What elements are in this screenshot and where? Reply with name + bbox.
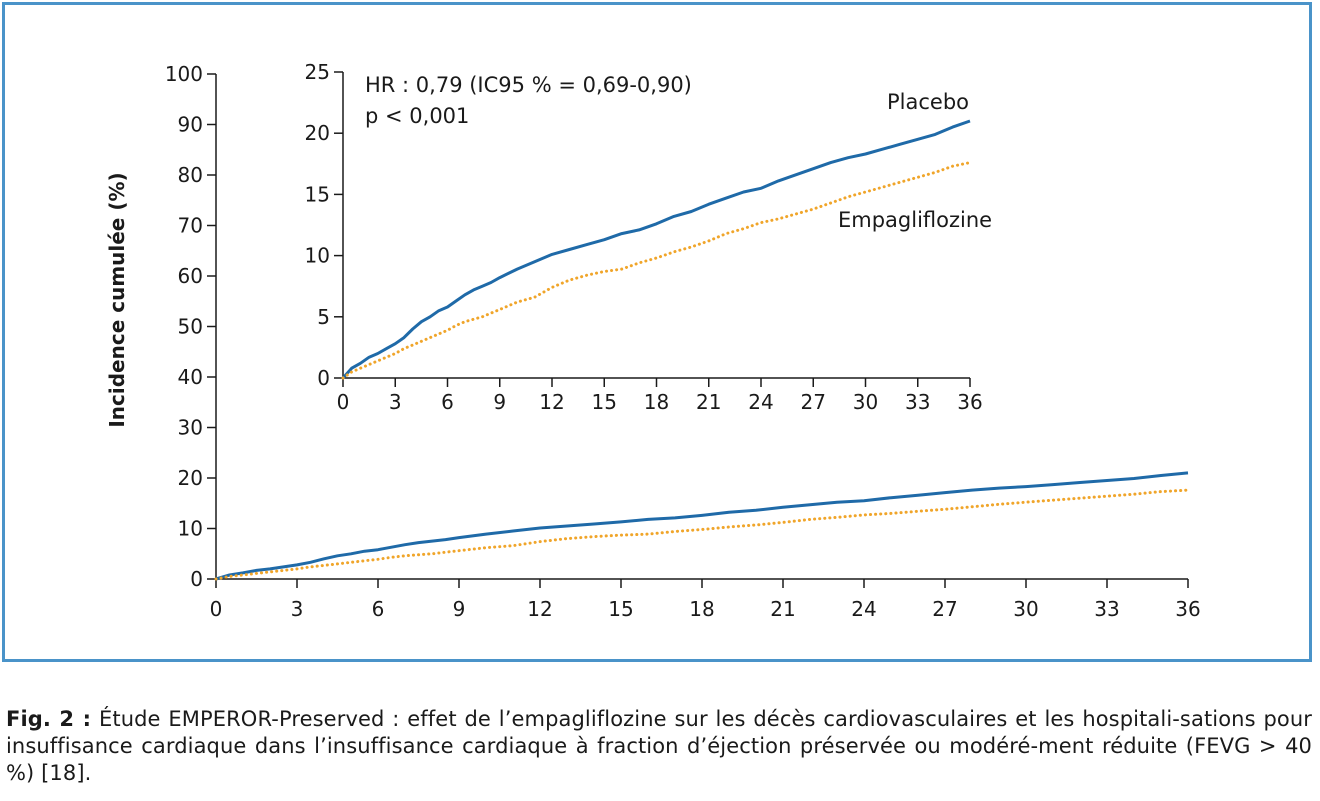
inset-series-placebo-line — [341, 119, 971, 379]
main-series-empagliflozine-line — [214, 488, 1190, 581]
main-series-placebo-line — [215, 471, 1189, 581]
main-x-tick-label: 3 — [291, 597, 304, 621]
main-y-tick-label: 20 — [178, 466, 203, 490]
inset-x-tick-label: 0 — [337, 390, 350, 414]
main-x-tick-label: 9 — [453, 597, 466, 621]
main-x-tick-label: 6 — [372, 597, 385, 621]
main-y-tick-label: 60 — [178, 264, 203, 288]
main-x-tick-label: 30 — [1013, 597, 1038, 621]
hazard-ratio-annotation: HR : 0,79 (IC95 % = 0,69-0,90) — [365, 73, 692, 97]
main-x-tick-label: 0 — [210, 597, 223, 621]
main-x-tick-label: 27 — [932, 597, 957, 621]
main-y-tick-label: 100 — [165, 62, 203, 86]
inset-x-tick-label: 33 — [905, 390, 930, 414]
caption-label: Fig. 2 : — [6, 707, 92, 731]
placebo-series-label: Placebo — [887, 90, 969, 114]
inset-x-tick-label: 36 — [957, 390, 982, 414]
main-y-tick-label: 80 — [178, 163, 203, 187]
inset-x-tick-label: 15 — [592, 390, 617, 414]
inset-y-tick-label: 10 — [305, 244, 330, 268]
empagliflozine-series-label: Empagliflozine — [838, 208, 992, 232]
inset-x-tick-label: 30 — [853, 390, 878, 414]
main-y-axis-title: Incidence cumulée (%) — [105, 172, 129, 427]
inset-series-empagliflozine-line — [341, 161, 972, 380]
main-x-tick-label: 15 — [608, 597, 633, 621]
main-y-tick-label: 70 — [178, 214, 203, 238]
figure-caption: Fig. 2 : Étude EMPEROR-Preserved : effet… — [6, 706, 1312, 787]
inset-x-tick-label: 12 — [539, 390, 564, 414]
main-y-tick-label: 40 — [178, 365, 203, 389]
inset-y-tick-label: 15 — [305, 182, 330, 206]
inset-x-tick-label: 21 — [696, 390, 721, 414]
main-x-tick-label: 18 — [689, 597, 714, 621]
main-y-tick-label: 50 — [178, 315, 203, 339]
inset-x-tick-label: 18 — [644, 390, 669, 414]
main-y-tick-label: 0 — [190, 567, 203, 591]
inset-y-tick-label: 20 — [305, 121, 330, 145]
inset-x-tick-label: 9 — [493, 390, 506, 414]
inset-y-tick-label: 25 — [305, 60, 330, 84]
inset-y-tick-label: 5 — [317, 305, 330, 329]
main-x-tick-label: 33 — [1094, 597, 1119, 621]
figure-frame: 0 10 20 30 40 50 60 70 80 90 100 0 3 6 9 12 15 18 21 24 27 30… — [2, 2, 1312, 662]
inset-x-tick-label: 3 — [389, 390, 402, 414]
main-x-tick-label: 21 — [770, 597, 795, 621]
p-value-annotation: p < 0,001 — [365, 104, 469, 128]
inset-x-tick-label: 6 — [441, 390, 454, 414]
inset-x-tick-label: 24 — [748, 390, 773, 414]
inset-y-tick-label: 0 — [317, 366, 330, 390]
main-y-tick-label: 90 — [178, 113, 203, 137]
main-y-tick-label: 30 — [178, 416, 203, 440]
inset-x-tick-label: 27 — [801, 390, 826, 414]
main-x-tick-label: 24 — [851, 597, 876, 621]
main-x-tick-label: 12 — [527, 597, 552, 621]
main-y-tick-label: 10 — [178, 517, 203, 541]
caption-text: Étude EMPEROR-Preserved : effet de l’emp… — [6, 707, 1312, 785]
main-x-tick-label: 36 — [1175, 597, 1200, 621]
